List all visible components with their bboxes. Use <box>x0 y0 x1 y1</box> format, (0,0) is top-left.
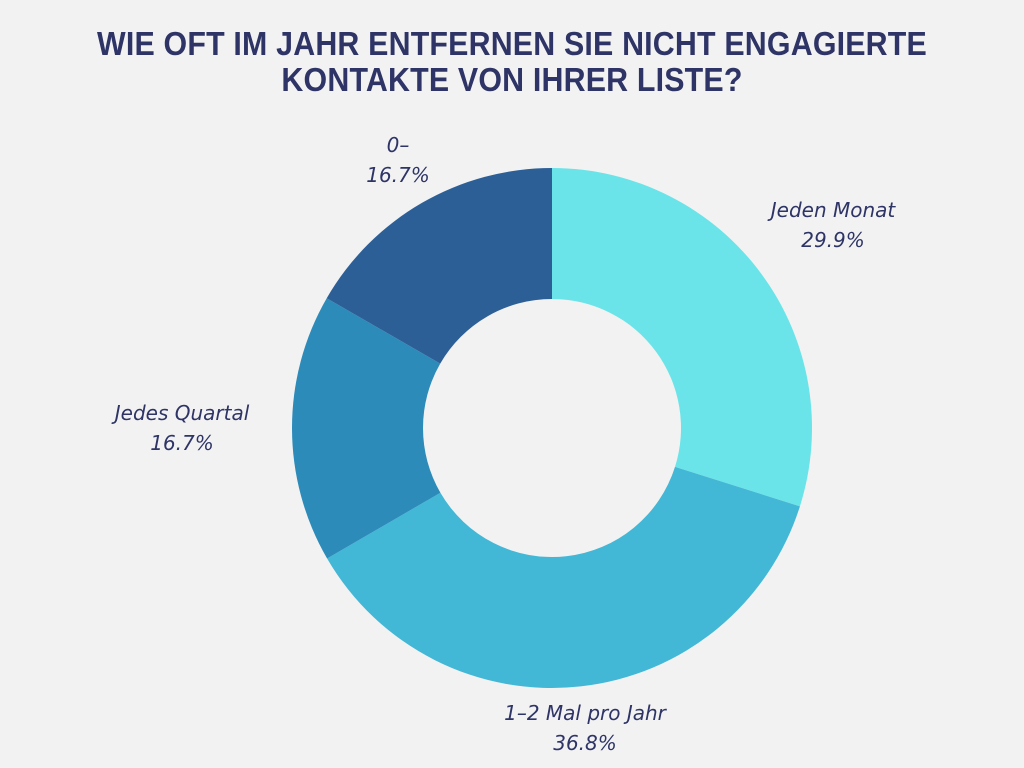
chart-title-line-2: KONTAKTE VON IHRER LISTE? <box>281 61 743 98</box>
donut-slice-1 <box>552 168 812 507</box>
donut-slices <box>292 168 812 688</box>
slice-label: 1–2 Mal pro Jahr <box>504 701 668 725</box>
donut-slice-2 <box>327 466 800 688</box>
slice-value-label: 29.9% <box>801 228 865 252</box>
donut-slice-3 <box>292 298 441 559</box>
slice-labels: Jeden Monat 29.9% 1–2 Mal pro Jahr 36.8% Jed… <box>111 133 897 755</box>
slice-label: Jedes Quartal <box>111 401 250 425</box>
slice-value-label: 16.7% <box>366 163 430 187</box>
chart-title-line-1: WIE OFT IM JAHR ENTFERNEN SIE NICHT ENGA… <box>97 25 927 62</box>
slice-label: Jeden Monat <box>767 198 897 222</box>
donut-slice-4 <box>326 168 552 364</box>
slice-value-label: 36.8% <box>553 731 617 755</box>
slice-label: 0– <box>387 133 410 157</box>
chart-title: WIE OFT IM JAHR ENTFERNEN SIE NICHT ENGA… <box>41 26 983 98</box>
slice-value-label: 16.7% <box>150 431 214 455</box>
